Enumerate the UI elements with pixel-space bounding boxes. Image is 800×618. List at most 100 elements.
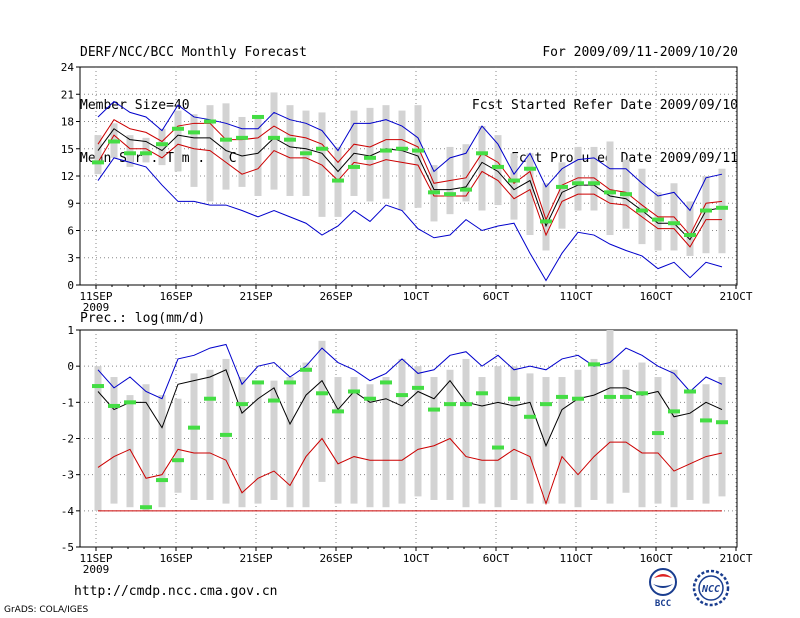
observed-mark xyxy=(124,151,136,156)
temperature-panel: 0 3 6 9 12 15 18 21 24 11SEP 16SEP 21SEP 26SEP 1OCT 6O… xyxy=(61,61,753,314)
spread-box xyxy=(270,380,278,500)
x-tick-label: 21OCT xyxy=(719,552,752,565)
spread-box xyxy=(174,110,182,172)
forecast-period: For 2009/09/11-2009/10/20 xyxy=(542,45,738,60)
observed-mark xyxy=(508,178,520,183)
observed-mark xyxy=(92,384,104,389)
spread-box xyxy=(574,369,582,508)
observed-mark xyxy=(540,219,552,224)
spread-box xyxy=(318,340,326,482)
observed-mark xyxy=(140,505,152,510)
spread-box xyxy=(558,162,566,229)
y-tick-label: -2 xyxy=(61,433,74,446)
spread-box xyxy=(286,377,294,508)
observed-mark xyxy=(620,192,632,197)
observed-mark xyxy=(428,407,440,412)
observed-mark xyxy=(348,164,360,169)
spread-box xyxy=(702,384,710,504)
spread-box xyxy=(366,107,374,202)
precipitation-panel: -5 -4 -3 -2 -1 0 1 11SEP 16SEP 21SEP 26SEP 1OCT 6OCT… xyxy=(61,324,753,576)
ncc-logo: NCC xyxy=(692,569,730,607)
observed-mark xyxy=(508,396,520,401)
observed-mark xyxy=(204,396,216,401)
spread-box xyxy=(542,183,550,251)
series-line-ensemble-max xyxy=(97,100,723,212)
observed-mark xyxy=(572,181,584,186)
spread-box xyxy=(446,369,454,500)
y-tick-label: -5 xyxy=(61,541,74,554)
spread-box xyxy=(286,105,294,196)
observed-mark xyxy=(684,389,696,394)
spread-box xyxy=(270,92,278,190)
observed-mark xyxy=(444,192,456,197)
spread-box xyxy=(126,135,134,167)
spread-box xyxy=(478,377,486,504)
spread-box xyxy=(494,366,502,508)
observed-mark xyxy=(620,394,632,399)
spread-box xyxy=(238,116,246,187)
y-tick-label: 12 xyxy=(61,170,74,183)
spread-box xyxy=(110,377,118,504)
x-tick-label: 11SEP xyxy=(79,290,112,303)
observed-mark xyxy=(636,208,648,213)
spread-box xyxy=(94,135,102,175)
observed-mark xyxy=(236,402,248,407)
observed-mark xyxy=(172,126,184,131)
observed-mark xyxy=(700,418,712,423)
observed-mark xyxy=(284,380,296,385)
spread-box xyxy=(638,362,646,508)
spread-box xyxy=(222,358,230,504)
y-tick-label: 15 xyxy=(61,143,74,156)
observed-mark xyxy=(92,160,104,165)
observed-mark xyxy=(540,402,552,407)
spread-box xyxy=(526,373,534,504)
x-tick-label: 26SEP xyxy=(319,552,352,565)
observed-mark xyxy=(396,393,408,398)
spread-box xyxy=(414,366,422,497)
observed-mark xyxy=(668,409,680,414)
chart-title: DERF/NCC/BCC Monthly Forecast xyxy=(80,45,307,60)
observed-mark xyxy=(460,402,472,407)
observed-mark xyxy=(556,184,568,189)
observed-mark xyxy=(588,181,600,186)
observed-mark xyxy=(588,362,600,367)
observed-mark xyxy=(156,142,168,147)
observed-mark xyxy=(268,398,280,403)
spread-box xyxy=(510,366,518,500)
year-label: 2009 xyxy=(83,563,110,576)
observed-mark xyxy=(108,139,120,144)
series-line-mean-std xyxy=(97,119,723,236)
observed-mark xyxy=(492,164,504,169)
spread-box xyxy=(174,398,182,493)
x-tick-label: 1OCT xyxy=(403,552,430,565)
spread-box xyxy=(302,362,310,508)
y-tick-label: 0 xyxy=(67,279,74,292)
series-line-ensemble-min xyxy=(97,157,723,282)
bcc-logo: BCC xyxy=(649,568,677,608)
observed-mark xyxy=(716,420,728,425)
spread-box xyxy=(686,391,694,500)
observed-mark xyxy=(412,148,424,153)
observed-mark xyxy=(524,166,536,171)
x-tick-label: 16SEP xyxy=(159,552,192,565)
spread-box xyxy=(254,116,262,196)
observed-mark xyxy=(236,135,248,140)
spread-box xyxy=(430,377,438,500)
observed-mark xyxy=(124,400,136,405)
x-tick-label: 6OCT xyxy=(483,552,510,565)
spread-box xyxy=(638,168,646,245)
x-tick-label: 11OCT xyxy=(559,552,592,565)
observed-mark xyxy=(188,425,200,430)
source-url[interactable]: http://cmdp.ncc.cma.gov.cn xyxy=(74,584,278,599)
observed-mark xyxy=(636,391,648,396)
spread-box xyxy=(334,377,342,504)
y-tick-label: 18 xyxy=(61,116,74,129)
observed-mark xyxy=(300,367,312,372)
observed-mark xyxy=(252,380,264,385)
observed-mark xyxy=(380,380,392,385)
spread-box xyxy=(718,168,726,254)
observed-mark xyxy=(460,187,472,192)
header-right: For 2009/09/11-2009/10/20 Fcst Started R… xyxy=(472,10,738,186)
y-tick-label: 21 xyxy=(61,88,74,101)
observed-mark xyxy=(300,151,312,156)
